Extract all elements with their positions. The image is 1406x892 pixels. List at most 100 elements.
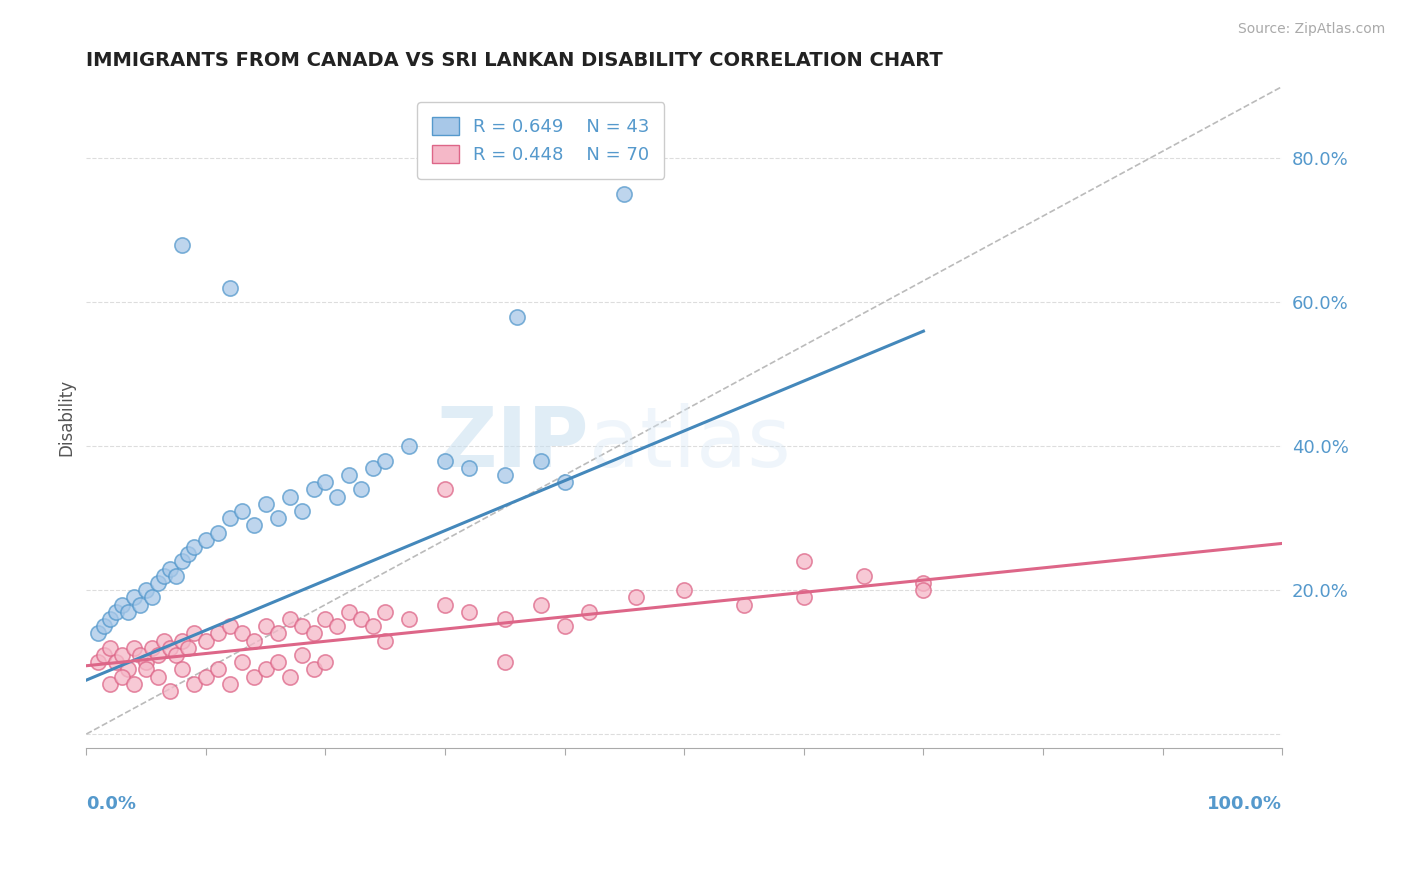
Point [111,669,134,683]
Point [117,662,139,676]
Point [122,677,145,691]
Point [339,605,361,619]
Point [302,662,325,676]
Point [314,612,336,626]
Point [242,518,264,533]
Point [117,605,139,619]
Point [231,504,253,518]
Point [278,669,301,683]
Point [129,648,152,662]
Point [159,640,181,655]
Point [135,662,157,676]
Point [218,619,240,633]
Point [290,504,312,518]
Point [111,648,134,662]
Point [93,648,115,662]
Point [350,483,373,497]
Point [183,626,205,640]
Point [122,640,145,655]
Text: 0.0%: 0.0% [86,795,136,813]
Point [912,583,935,598]
Point [326,619,349,633]
Point [339,468,361,483]
Point [266,655,288,669]
Point [122,591,145,605]
Point [146,669,169,683]
Point [159,684,181,698]
Point [266,626,288,640]
Point [231,626,253,640]
Point [207,626,229,640]
Point [673,583,696,598]
Point [165,569,187,583]
Point [350,612,373,626]
Point [626,591,648,605]
Point [290,619,312,633]
Point [434,598,457,612]
Point [290,648,312,662]
Point [554,619,576,633]
Point [170,237,193,252]
Point [159,561,181,575]
Point [278,612,301,626]
Point [530,598,553,612]
Point [326,490,349,504]
Point [242,669,264,683]
Point [458,605,481,619]
Text: atlas: atlas [589,403,790,484]
Point [398,439,420,453]
Point [135,655,157,669]
Point [146,576,169,591]
Point [793,591,815,605]
Point [194,533,217,547]
Y-axis label: Disability: Disability [58,379,75,456]
Point [733,598,755,612]
Point [105,655,128,669]
Point [494,655,516,669]
Point [314,655,336,669]
Point [87,626,110,640]
Point [105,605,128,619]
Point [231,655,253,669]
Point [87,655,110,669]
Point [207,662,229,676]
Point [494,612,516,626]
Point [374,605,396,619]
Point [98,677,121,691]
Point [506,310,529,324]
Point [363,619,385,633]
Point [98,640,121,655]
Point [129,598,152,612]
Point [183,540,205,554]
Point [98,612,121,626]
Point [207,525,229,540]
Point [578,605,600,619]
Point [194,633,217,648]
Point [170,633,193,648]
Point [111,598,134,612]
Legend: R = 0.649    N = 43, R = 0.448    N = 70: R = 0.649 N = 43, R = 0.448 N = 70 [418,103,664,178]
Point [278,490,301,504]
Point [254,497,277,511]
Point [554,475,576,490]
Point [266,511,288,525]
Point [434,483,457,497]
Point [613,187,636,202]
Point [852,569,875,583]
Point [135,583,157,598]
Text: Source: ZipAtlas.com: Source: ZipAtlas.com [1237,22,1385,37]
Point [374,633,396,648]
Point [434,453,457,467]
Point [153,633,176,648]
Point [302,483,325,497]
Text: ZIP: ZIP [436,403,589,484]
Point [363,461,385,475]
Point [530,453,553,467]
Text: IMMIGRANTS FROM CANADA VS SRI LANKAN DISABILITY CORRELATION CHART: IMMIGRANTS FROM CANADA VS SRI LANKAN DIS… [86,51,943,70]
Point [165,648,187,662]
Point [302,626,325,640]
Text: 100.0%: 100.0% [1208,795,1282,813]
Point [458,461,481,475]
Point [218,281,240,295]
Point [177,547,200,561]
